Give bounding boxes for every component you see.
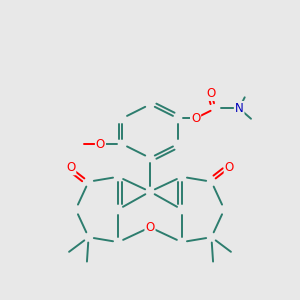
Text: O: O <box>207 87 216 100</box>
Text: N: N <box>235 102 244 115</box>
Text: O: O <box>146 221 154 234</box>
Text: O: O <box>96 138 105 151</box>
Text: O: O <box>191 112 200 125</box>
Text: O: O <box>66 161 75 174</box>
Text: O: O <box>225 161 234 174</box>
